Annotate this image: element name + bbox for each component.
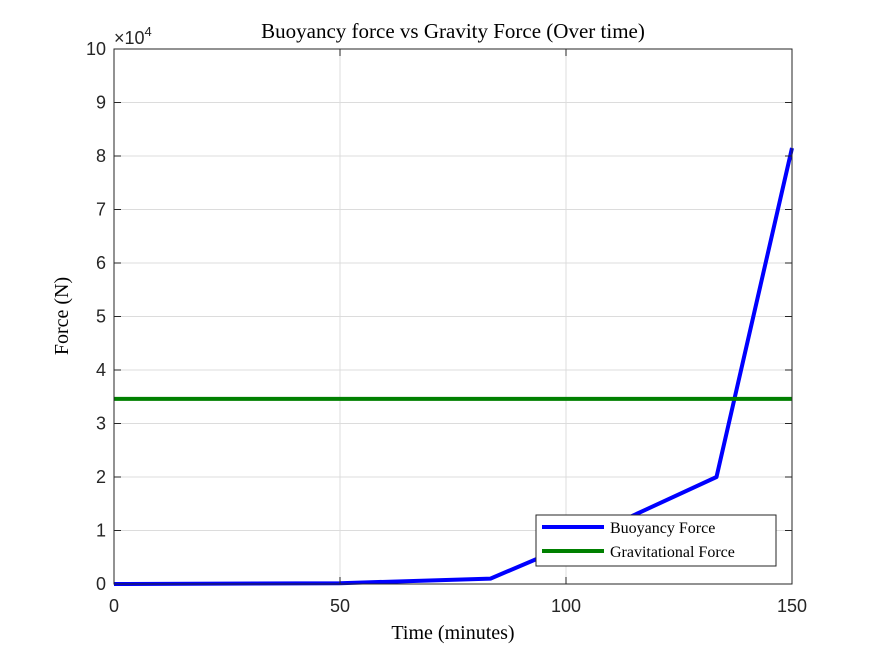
y-tick-label: 2 — [96, 467, 106, 487]
y-tick-label: 10 — [86, 39, 106, 59]
x-tick-label: 50 — [330, 596, 350, 616]
series-line-buoyancy-force — [113, 147, 794, 586]
legend: Buoyancy Force Gravitational Force — [535, 514, 777, 567]
legend-label-buoyancy: Buoyancy Force — [610, 520, 715, 537]
chart-title: Buoyancy force vs Gravity Force (Over ti… — [261, 19, 645, 43]
series-layer — [113, 147, 794, 586]
x-tick-label: 150 — [777, 596, 807, 616]
x-tick-label: 0 — [109, 596, 119, 616]
y-tick-label: 9 — [96, 93, 106, 113]
y-tick-label: 8 — [96, 146, 106, 166]
y-tick-label: 0 — [96, 574, 106, 594]
ticks: 0 50 100 150 0 1 2 3 4 5 6 7 8 9 10 — [86, 39, 807, 616]
legend-box — [535, 514, 777, 567]
y-tick-label: 1 — [96, 521, 106, 541]
y-tick-label: 4 — [96, 360, 106, 380]
y-tick-label: 3 — [96, 414, 106, 434]
y-exponent-power: 4 — [145, 24, 152, 39]
y-tick-label: 7 — [96, 200, 106, 220]
y-axis-label: Force (N) — [51, 277, 73, 355]
y-exponent-label: ×104 — [114, 24, 152, 48]
legend-label-gravitational: Gravitational Force — [610, 544, 735, 561]
x-tick-label: 100 — [551, 596, 581, 616]
y-tick-label: 5 — [96, 307, 106, 327]
y-tick-label: 6 — [96, 253, 106, 273]
x-axis-label: Time (minutes) — [391, 622, 514, 644]
